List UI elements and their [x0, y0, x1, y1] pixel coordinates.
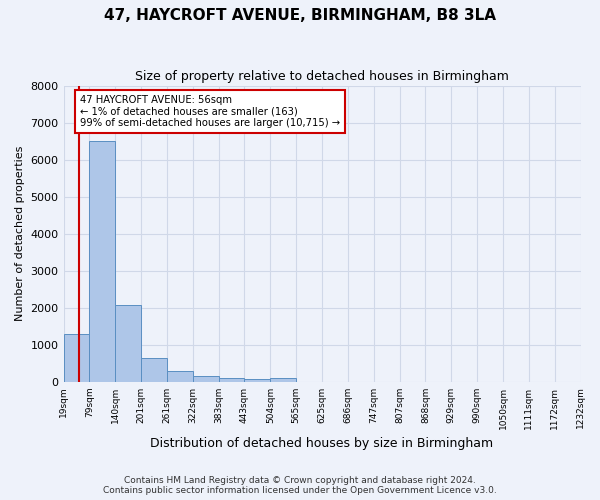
Bar	[244, 378, 271, 382]
Bar	[167, 371, 193, 382]
Bar	[218, 378, 244, 382]
Bar	[89, 141, 115, 382]
Bar	[271, 378, 296, 382]
Bar	[141, 358, 167, 382]
Title: Size of property relative to detached houses in Birmingham: Size of property relative to detached ho…	[135, 70, 509, 83]
X-axis label: Distribution of detached houses by size in Birmingham: Distribution of detached houses by size …	[151, 437, 494, 450]
Y-axis label: Number of detached properties: Number of detached properties	[15, 146, 25, 322]
Bar	[193, 376, 218, 382]
Text: 47, HAYCROFT AVENUE, BIRMINGHAM, B8 3LA: 47, HAYCROFT AVENUE, BIRMINGHAM, B8 3LA	[104, 8, 496, 22]
Text: 47 HAYCROFT AVENUE: 56sqm
← 1% of detached houses are smaller (163)
99% of semi-: 47 HAYCROFT AVENUE: 56sqm ← 1% of detach…	[80, 95, 340, 128]
Text: Contains HM Land Registry data © Crown copyright and database right 2024.
Contai: Contains HM Land Registry data © Crown c…	[103, 476, 497, 495]
Bar	[115, 304, 141, 382]
Bar	[64, 334, 89, 382]
